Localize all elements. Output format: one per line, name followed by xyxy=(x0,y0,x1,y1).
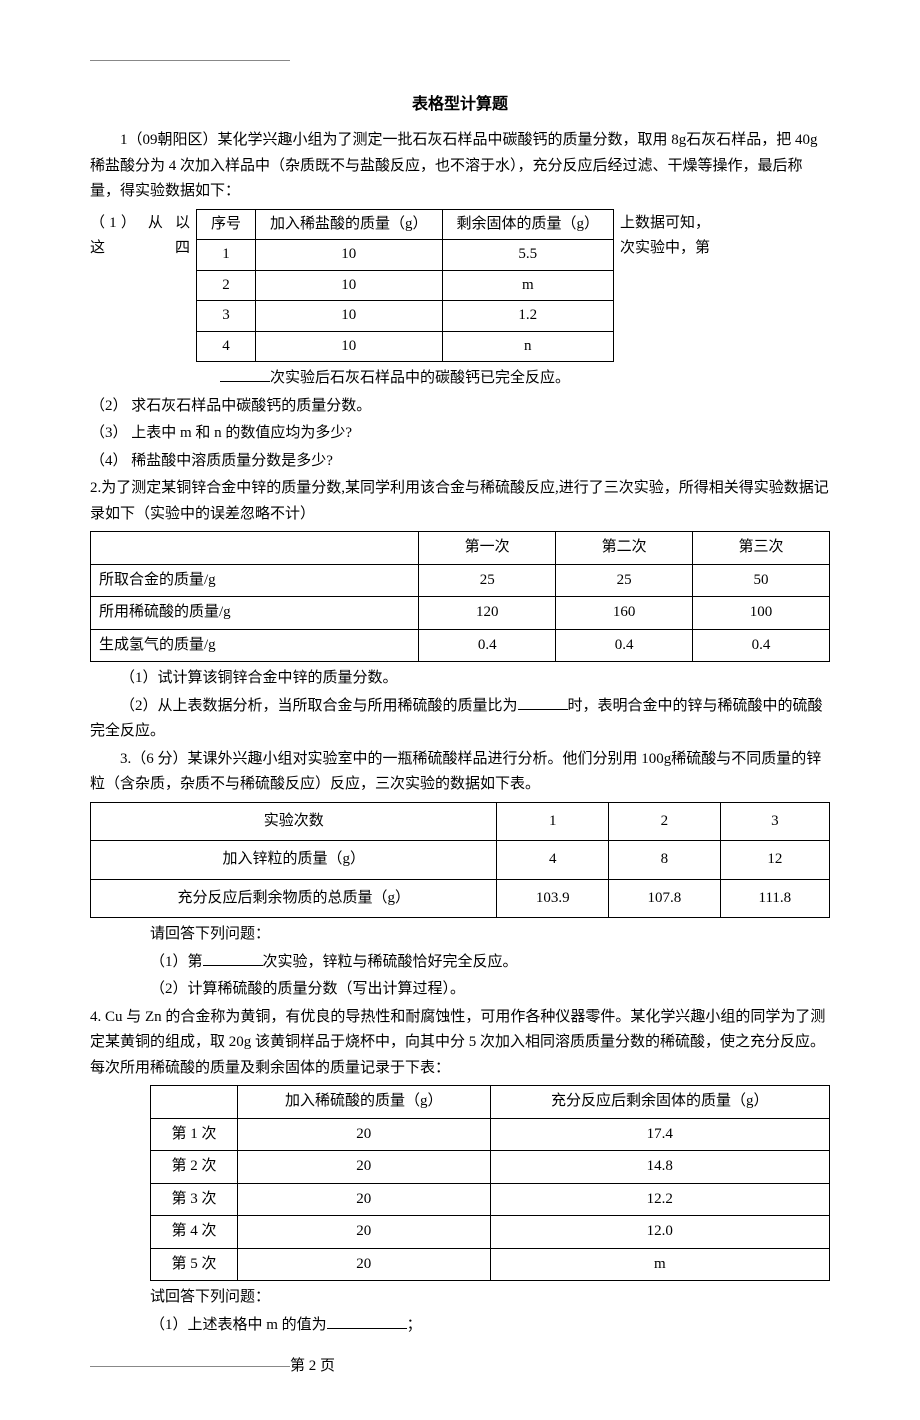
table-row: 第 1 次2017.4 xyxy=(151,1118,830,1151)
q1-intro: 1（09朝阳区）某化学兴趣小组为了测定一批石灰石样品中碳酸钙的质量分数，取用 8… xyxy=(90,128,830,205)
q2-intro: 2.为了测定某铜锌合金中锌的质量分数,某同学利用该合金与稀硫酸反应,进行了三次实… xyxy=(90,476,830,527)
th: 剩余固体的质量（g） xyxy=(442,209,614,240)
q1-right-text: 上数据可知， 次实验中，第 xyxy=(620,209,720,262)
table-row: 第 4 次2012.0 xyxy=(151,1216,830,1249)
table-row: 210m xyxy=(197,270,614,301)
table-header-row: 加入稀硫酸的质量（g） 充分反应后剩余固体的质量（g） xyxy=(151,1086,830,1119)
q1-left-text: （1） 从 以 这 四 xyxy=(90,209,190,262)
th: 加入稀盐酸的质量（g） xyxy=(256,209,443,240)
q4-sub1b: ； xyxy=(407,1317,422,1333)
q1-table: 序号 加入稀盐酸的质量（g） 剩余固体的质量（g） 1105.5 210m 31… xyxy=(196,209,614,363)
table-row: 第 2 次2014.8 xyxy=(151,1151,830,1184)
table-row: 第 5 次20m xyxy=(151,1248,830,1281)
page: 表格型计算题 1（09朝阳区）某化学兴趣小组为了测定一批石灰石样品中碳酸钙的质量… xyxy=(0,0,920,1420)
q1-after-text: 次实验后石灰石样品中的碳酸钙已完全反应。 xyxy=(270,370,570,386)
q1-sub2: （2） 求石灰石样品中碳酸钙的质量分数。 xyxy=(90,394,830,420)
q3-sub1a: （1）第 xyxy=(150,954,203,970)
q1-table-row: （1） 从 以 这 四 序号 加入稀盐酸的质量（g） 剩余固体的质量（g） 11… xyxy=(90,209,830,363)
table-row: 加入锌粒的质量（g）4812 xyxy=(91,841,830,880)
table-row: 所取合金的质量/g252550 xyxy=(91,564,830,597)
page-title: 表格型计算题 xyxy=(90,91,830,118)
th: 序号 xyxy=(197,209,256,240)
table-header-row: 序号 加入稀盐酸的质量（g） 剩余固体的质量（g） xyxy=(197,209,614,240)
q4-after1: 试回答下列问题： xyxy=(90,1285,830,1311)
q3-after1: 请回答下列问题： xyxy=(90,922,830,948)
q2-sub1: （1）试计算该铜锌合金中锌的质量分数。 xyxy=(90,666,830,692)
footer-rule xyxy=(90,1366,290,1367)
blank xyxy=(327,1313,407,1329)
table-row: 1105.5 xyxy=(197,240,614,271)
q3-sub2: （2）计算稀硫酸的质量分数（写出计算过程）。 xyxy=(90,977,830,1003)
q2-sub2: （2）从上表数据分析，当所取合金与所用稀硫酸的质量比为时，表明合金中的锌与稀硫酸… xyxy=(90,694,830,745)
q4-sub1: （1）上述表格中 m 的值为 ； xyxy=(90,1313,830,1339)
blank xyxy=(518,694,568,710)
q3-sub1: （1）第 次实验，锌粒与稀硫酸恰好完全反应。 xyxy=(90,950,830,976)
blank xyxy=(203,950,263,966)
q4-table: 加入稀硫酸的质量（g） 充分反应后剩余固体的质量（g） 第 1 次2017.4 … xyxy=(150,1085,830,1281)
q1-right-line2: 次实验中，第 xyxy=(620,236,720,262)
table-row: 所用稀硫酸的质量/g120160100 xyxy=(91,597,830,630)
table-row: 3101.2 xyxy=(197,301,614,332)
q3-intro: 3.（6 分）某课外兴趣小组对实验室中的一瓶稀硫酸样品进行分析。他们分别用 10… xyxy=(90,747,830,798)
q2-table: 第一次 第二次 第三次 所取合金的质量/g252550 所用稀硫酸的质量/g12… xyxy=(90,531,830,662)
q1-sub4: （4） 稀盐酸中溶质质量分数是多少? xyxy=(90,449,830,475)
q3-sub1b: 次实验，锌粒与稀硫酸恰好完全反应。 xyxy=(263,954,518,970)
q1-left-line1: （1） 从 以 xyxy=(90,211,190,237)
footer: 第 2 页 xyxy=(90,1354,830,1380)
q1-right-line1: 上数据可知， xyxy=(620,211,720,237)
q2-sub2a: （2）从上表数据分析，当所取合金与所用稀硫酸的质量比为 xyxy=(120,698,518,714)
page-number: 第 2 页 xyxy=(290,1358,335,1374)
q4-sub1a: （1）上述表格中 m 的值为 xyxy=(150,1317,327,1333)
q3-table: 实验次数123 加入锌粒的质量（g）4812 充分反应后剩余物质的总质量（g）1… xyxy=(90,802,830,919)
header-rule xyxy=(90,60,290,61)
q1-after: 次实验后石灰石样品中的碳酸钙已完全反应。 xyxy=(90,366,830,392)
q1-sub3: （3） 上表中 m 和 n 的数值应均为多少? xyxy=(90,421,830,447)
table-row: 实验次数123 xyxy=(91,802,830,841)
table-row: 第 3 次2012.2 xyxy=(151,1183,830,1216)
q1-left-line2: 这 四 xyxy=(90,236,190,262)
table-row: 410n xyxy=(197,331,614,362)
q4-intro: 4. Cu 与 Zn 的合金称为黄铜，有优良的导热性和耐腐蚀性，可用作各种仪器零… xyxy=(90,1005,830,1082)
table-row: 充分反应后剩余物质的总质量（g）103.9107.8111.8 xyxy=(91,879,830,918)
table-row: 生成氢气的质量/g0.40.40.4 xyxy=(91,629,830,662)
table-header-row: 第一次 第二次 第三次 xyxy=(91,532,830,565)
blank xyxy=(220,366,270,382)
